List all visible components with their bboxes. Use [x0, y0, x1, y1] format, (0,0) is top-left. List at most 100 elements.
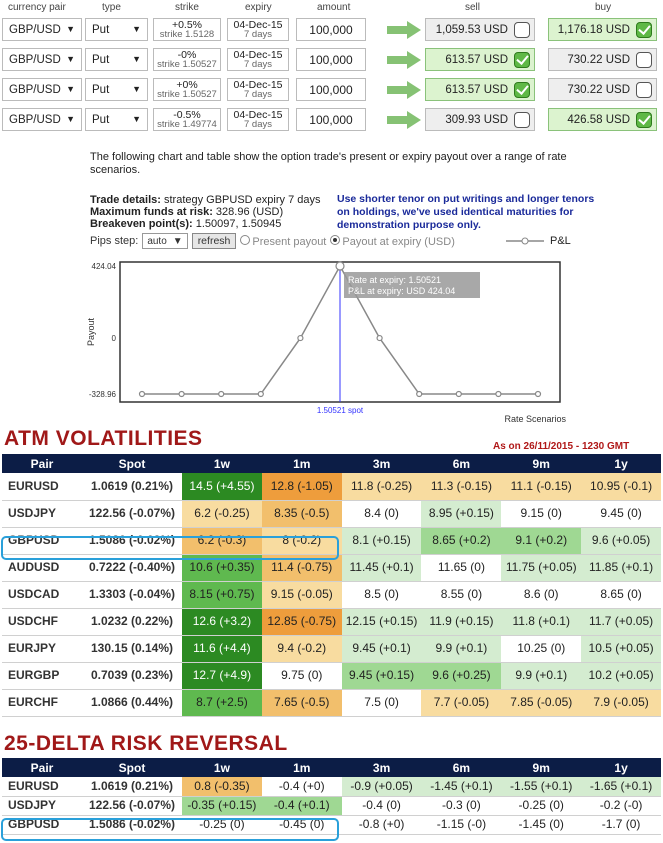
- checkbox-checked-icon[interactable]: [514, 82, 530, 98]
- expiry-date: 04-Dec-15: [233, 48, 283, 61]
- pnl-point[interactable]: [416, 390, 423, 398]
- column-header: 9m: [501, 454, 582, 473]
- checkbox-checked-icon[interactable]: [514, 52, 530, 68]
- tenor-note: Use shorter tenor on put writings and lo…: [337, 193, 595, 231]
- expiry-tenor: 7 days: [244, 58, 272, 70]
- option-leg-row: GBP/USD ▼ Put ▼ +0.5% strike 1.5128 04-Dec-15 7…: [0, 16, 663, 42]
- table-row: GBPUSD 1.5086 (-0.02%) 6.2 (-0.3) 8 (-0.2) 8…: [2, 527, 661, 555]
- refresh-button[interactable]: refresh: [191, 233, 237, 249]
- sell-quote[interactable]: 1,059.53 USD: [425, 18, 535, 41]
- currency-pair-select[interactable]: GBP/USD ▼: [2, 108, 82, 131]
- buy-price: 1,176.18 USD: [557, 23, 630, 36]
- strike-field[interactable]: -0% strike 1.50527: [153, 48, 221, 71]
- spot-cell: 0.7039 (0.23%): [82, 662, 182, 690]
- buy-quote[interactable]: 1,176.18 USD: [548, 18, 657, 41]
- pnl-point[interactable]: [335, 261, 345, 271]
- pnl-point[interactable]: [138, 390, 146, 398]
- table-row: USDJPY 122.56 (-0.07%) -0.35 (+0.15) -0.4 (…: [2, 796, 661, 816]
- pnl-point[interactable]: [455, 390, 462, 398]
- pnl-point[interactable]: [376, 334, 383, 342]
- value-cell: 11.1 (-0.15): [501, 473, 582, 501]
- sell-quote[interactable]: 613.57 USD: [425, 48, 535, 71]
- expiry-field[interactable]: 04-Dec-15 7 days: [227, 48, 289, 71]
- expiry-payout-radio[interactable]: Payout at expiry (USD): [330, 234, 455, 248]
- column-header: 1m: [261, 454, 342, 473]
- pnl-point[interactable]: [257, 390, 264, 398]
- chevron-down-icon: ▼: [132, 114, 141, 124]
- pnl-point[interactable]: [218, 390, 225, 398]
- checkbox-checked-icon[interactable]: [636, 22, 652, 38]
- present-payout-radio[interactable]: Present payout: [240, 234, 326, 248]
- chevron-down-icon: ▼: [66, 24, 75, 34]
- checkbox-empty-icon[interactable]: [514, 112, 530, 128]
- option-type-select[interactable]: Put ▼: [85, 48, 148, 71]
- strike-field[interactable]: -0.5% strike 1.49774: [153, 108, 221, 131]
- atm-vol-table: Pair Spot 1w 1m 3m 6m 9m 1y EURUSD 1.0619 (0.21%…: [2, 454, 661, 717]
- pnl-point[interactable]: [534, 390, 542, 398]
- option-type-select[interactable]: Put ▼: [85, 108, 148, 131]
- option-type-select[interactable]: Put ▼: [85, 18, 148, 41]
- chevron-down-icon: ▼: [172, 235, 183, 247]
- amount-input[interactable]: 100,000: [296, 48, 366, 71]
- table-row: AUDUSD 0.7222 (-0.40%) 10.6 (+0.35) 11.4 (-…: [2, 554, 661, 582]
- checkbox-checked-icon[interactable]: [636, 112, 652, 128]
- buy-quote[interactable]: 426.58 USD: [548, 108, 657, 131]
- value-cell: 14.5 (+4.55): [182, 473, 262, 501]
- y-tick-label: -328.96: [89, 390, 117, 399]
- value-cell: 11.8 (+0.1): [501, 608, 582, 636]
- checkbox-empty-icon[interactable]: [636, 52, 652, 68]
- column-header: 3m: [341, 454, 422, 473]
- y-axis-label: Payout: [86, 317, 96, 346]
- col-strike: strike: [175, 2, 199, 13]
- option-type-value: Put: [92, 113, 110, 126]
- value-cell: 8.4 (0): [341, 500, 422, 528]
- option-type-value: Put: [92, 53, 110, 66]
- currency-pair-select[interactable]: GBP/USD ▼: [2, 18, 82, 41]
- pnl-point[interactable]: [495, 390, 502, 398]
- option-type-value: Put: [92, 83, 110, 96]
- pnl-point[interactable]: [297, 334, 304, 342]
- value-cell: -1.45 (+0.1): [421, 777, 502, 797]
- currency-pair-select[interactable]: GBP/USD ▼: [2, 48, 82, 71]
- column-header: 1w: [182, 758, 262, 777]
- pips-step-select[interactable]: auto ▼: [142, 233, 188, 249]
- option-type-select[interactable]: Put ▼: [85, 78, 148, 101]
- strike-field[interactable]: +0% strike 1.50527: [153, 78, 221, 101]
- buy-quote[interactable]: 730.22 USD: [548, 78, 657, 101]
- strike-value: strike 1.5128: [159, 28, 215, 40]
- intro-text: The following chart and table show the o…: [90, 151, 567, 176]
- value-cell: -1.45 (0): [501, 815, 582, 835]
- value-cell: 9.9 (+0.1): [421, 635, 502, 663]
- y-tick-label: 424.04: [92, 262, 117, 271]
- trade-details-label: Trade details:: [90, 194, 161, 206]
- value-cell: 11.7 (+0.05): [581, 608, 661, 636]
- expiry-field[interactable]: 04-Dec-15 7 days: [227, 78, 289, 101]
- value-cell: 8 (-0.2): [261, 527, 342, 555]
- strike-field[interactable]: +0.5% strike 1.5128: [153, 18, 221, 41]
- sell-quote[interactable]: 309.93 USD: [425, 108, 535, 131]
- value-cell: -0.9 (+0.05): [341, 777, 422, 797]
- sell-quote[interactable]: 613.57 USD: [425, 78, 535, 101]
- value-cell: 11.3 (-0.15): [421, 473, 502, 501]
- checkbox-empty-icon[interactable]: [636, 82, 652, 98]
- value-cell: -0.25 (0): [501, 796, 582, 816]
- expiry-field[interactable]: 04-Dec-15 7 days: [227, 108, 289, 131]
- checkbox-empty-icon[interactable]: [514, 22, 530, 38]
- column-header: 1y: [581, 758, 661, 777]
- value-cell: -1.55 (+0.1): [501, 777, 582, 797]
- value-cell: 7.5 (0): [341, 689, 422, 717]
- value-cell: 11.85 (+0.1): [581, 554, 661, 582]
- amount-input[interactable]: 100,000: [296, 18, 366, 41]
- buy-quote[interactable]: 730.22 USD: [548, 48, 657, 71]
- value-cell: 8.65 (0): [581, 581, 661, 609]
- amount-input[interactable]: 100,000: [296, 108, 366, 131]
- amount-input[interactable]: 100,000: [296, 78, 366, 101]
- currency-pair-select[interactable]: GBP/USD ▼: [2, 78, 82, 101]
- spot-cell: 1.0232 (0.22%): [82, 608, 182, 636]
- pips-step-value: auto: [147, 235, 167, 247]
- expiry-field[interactable]: 04-Dec-15 7 days: [227, 18, 289, 41]
- sell-price: 613.57 USD: [445, 53, 508, 66]
- trade-details-value: strategy GBPUSD expiry 7 days: [160, 194, 321, 206]
- table-row: USDJPY 122.56 (-0.07%) 6.2 (-0.25) 8.35 (-0…: [2, 500, 661, 528]
- pnl-point[interactable]: [178, 390, 185, 398]
